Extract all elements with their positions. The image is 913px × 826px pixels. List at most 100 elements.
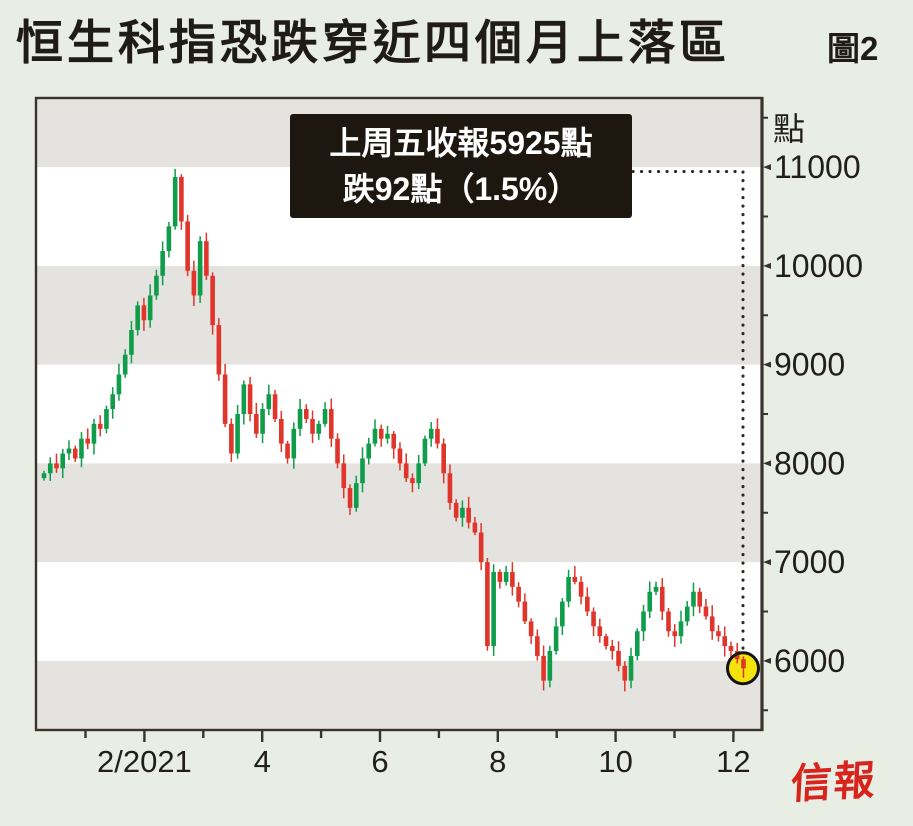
y-major-tick [763, 262, 771, 269]
candle-body [516, 586, 521, 602]
y-major-tick [763, 657, 771, 664]
candle-body [85, 438, 91, 444]
candle-body [235, 414, 240, 454]
candle-body [129, 330, 134, 355]
candle-body [216, 325, 222, 375]
candle-body [97, 423, 103, 429]
x-tick-label: 6 [371, 744, 388, 779]
y-major-tick [763, 460, 771, 467]
candle-body [609, 646, 615, 651]
candle-body [703, 606, 709, 617]
candle-body [616, 651, 621, 666]
candle-body [147, 295, 153, 321]
annotation-callout: 上周五收報5925點 跌92點（1.5%） [290, 114, 632, 218]
candle-body [716, 631, 721, 637]
candle-body [478, 532, 484, 563]
candle-body [391, 433, 397, 449]
candle-body [653, 586, 659, 592]
y-tick-label: 6000 [774, 643, 845, 679]
candle-body [497, 572, 503, 582]
candle-body [154, 275, 159, 296]
candle-body [285, 443, 290, 459]
candle-body [254, 414, 259, 434]
candle-body [453, 502, 459, 518]
candle-body [328, 409, 334, 439]
candle-body [110, 394, 115, 410]
y-major-tick [763, 559, 771, 566]
candle-body [522, 601, 528, 622]
candle-body [335, 438, 340, 464]
candle-body [378, 428, 384, 439]
candle-body [691, 591, 696, 607]
y-tick-label: 10000 [774, 248, 863, 284]
candle-body [191, 270, 197, 296]
candle-body [260, 409, 265, 434]
candle-body [247, 384, 253, 414]
candle-body [741, 659, 746, 669]
candle-body [322, 409, 328, 424]
candle-body [485, 562, 490, 647]
candle-body [566, 576, 571, 602]
candle-body [697, 591, 703, 607]
figure-label: 圖2 [827, 30, 879, 67]
candle-body [47, 463, 53, 474]
highlight-circle-ring [726, 651, 760, 686]
candle-body [160, 251, 165, 276]
grid-band [36, 463, 762, 563]
candle-body [641, 611, 646, 632]
candle-body [422, 438, 428, 464]
candle-body [428, 428, 434, 439]
candle-body [197, 241, 203, 296]
y-tick-label: 8000 [774, 445, 845, 481]
candle-body [672, 631, 678, 637]
hkej-logo: 信報 [789, 756, 878, 808]
candle-body [241, 384, 247, 414]
candle-body [353, 483, 359, 508]
candle-body [172, 177, 178, 227]
candle-body [503, 572, 509, 582]
y-major-tick [763, 361, 771, 368]
candle-body [272, 394, 278, 419]
candle-body [303, 409, 309, 419]
candle-body [441, 443, 446, 474]
y-axis-unit-label: 點 [773, 111, 806, 147]
candle-body [116, 374, 122, 395]
candle-body [603, 636, 609, 647]
candle-body [435, 428, 440, 444]
candle-body [547, 651, 553, 681]
candle-body [366, 443, 372, 459]
x-tick-label: 8 [489, 744, 506, 779]
candles [41, 168, 746, 692]
candle-body [447, 473, 453, 503]
candle-body [185, 221, 190, 271]
candle-body [204, 241, 209, 276]
candle-body [647, 591, 653, 612]
candle-body [166, 226, 172, 252]
candle-body [491, 572, 496, 647]
candle-body [528, 621, 534, 637]
candle-body [684, 606, 690, 622]
candle-body [104, 409, 109, 429]
candle-body [416, 463, 421, 484]
candle-body [541, 655, 546, 681]
y-tick-label: 11000 [774, 149, 861, 185]
grid-band [36, 660, 762, 730]
candle-body [666, 611, 671, 632]
candle-body [291, 428, 297, 459]
candle-body [385, 433, 390, 439]
candle-body [60, 453, 66, 469]
candle-body [553, 626, 559, 651]
candle-body [510, 572, 515, 587]
candle-body [372, 428, 378, 444]
annotation-line-1: 上周五收報5925點 [329, 124, 593, 161]
candle-body [347, 488, 353, 508]
candle-body [628, 655, 634, 681]
candle-body [460, 507, 465, 518]
candle-body [54, 463, 59, 469]
candle-body [466, 507, 471, 523]
chart-title: 恒生科指恐跌穿近四個月上落區 [16, 16, 730, 69]
candle-body [79, 438, 84, 459]
candle-body [472, 522, 478, 533]
